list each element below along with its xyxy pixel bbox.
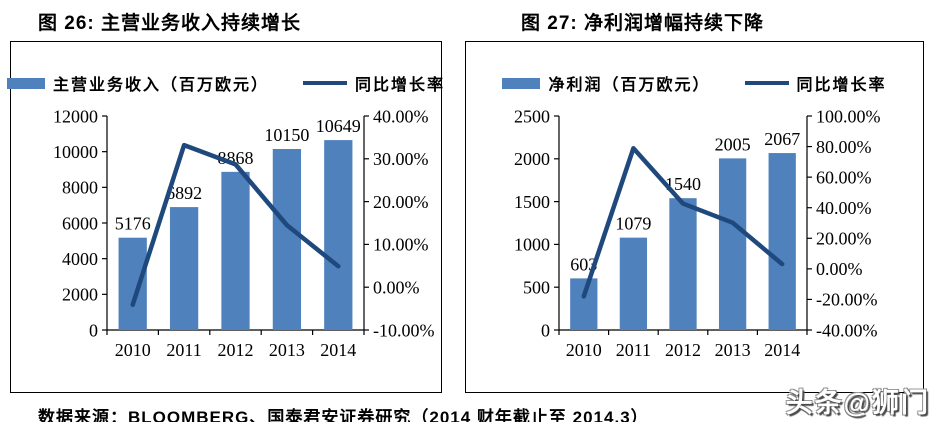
bar-value-label: 1540 bbox=[665, 174, 701, 194]
chart-27-title: 图 27: 净利润增幅持续下降 bbox=[521, 13, 765, 34]
bar bbox=[221, 171, 250, 330]
left-axis-tick-label: 10000 bbox=[53, 142, 98, 162]
right-axis-tick-label: -10.00% bbox=[373, 320, 435, 340]
right-axis-tick-label: 40.00% bbox=[373, 106, 429, 126]
bar-value-label: 5176 bbox=[115, 214, 151, 234]
bar-value-label: 2067 bbox=[764, 129, 800, 149]
legend-item-netprofit: 净利润（百万欧元） bbox=[502, 71, 710, 95]
right-axis-tick-label: 20.00% bbox=[816, 229, 872, 249]
x-axis-category-label: 2014 bbox=[764, 340, 800, 360]
line-swatch-icon bbox=[744, 81, 789, 85]
bar bbox=[118, 237, 147, 330]
chart-27-legend: 净利润（百万欧元） 同比增长率 bbox=[466, 42, 923, 100]
bar bbox=[619, 237, 648, 330]
bar-swatch-icon bbox=[502, 77, 541, 89]
x-axis-category-label: 2014 bbox=[320, 340, 356, 360]
bar bbox=[669, 198, 697, 330]
left-axis-tick-label: 1000 bbox=[514, 235, 550, 255]
legend-label-revenue: 主营业务收入（百万欧元） bbox=[52, 77, 269, 94]
growth-rate-line bbox=[130, 142, 341, 307]
data-source-note: 数据来源：BLOOMBERG、国泰君安证券研究（2014 财年截止至 2014.… bbox=[38, 408, 649, 422]
chart-27-panel: 净利润（百万欧元） 同比增长率 0 500 1000 1500 2000 2500 -40.… bbox=[465, 41, 924, 393]
left-axis-tick-label: 500 bbox=[523, 278, 550, 298]
left-axis-tick-label: 1500 bbox=[514, 192, 550, 212]
x-axis-category-label: 2011 bbox=[616, 340, 651, 360]
right-axis-tick-label: 80.00% bbox=[816, 137, 872, 157]
left-axis-tick-label: 0 bbox=[541, 320, 550, 340]
titles-row: 图 26: 主营业务收入持续增长 图 27: 净利润增幅持续下降 bbox=[0, 0, 934, 41]
bar bbox=[169, 207, 199, 330]
legend-item-growth: 同比增长率 bbox=[744, 71, 887, 95]
bar-swatch-icon bbox=[6, 77, 45, 89]
left-axis-tick-label: 2500 bbox=[514, 106, 550, 126]
panels-row: 主营业务收入（百万欧元） 同比增长率 0 2000 4000 6000 8000 1000… bbox=[0, 41, 934, 393]
x-axis-category-label: 2010 bbox=[115, 340, 151, 360]
chart-26-plot: 0 2000 4000 6000 8000 10000 12000 -10.00% 0.00% 1… bbox=[53, 106, 435, 360]
left-axis-tick-label: 0 bbox=[89, 320, 98, 340]
growth-rate-line bbox=[581, 146, 785, 299]
x-axis-category-label: 2013 bbox=[715, 340, 751, 360]
bar bbox=[272, 148, 302, 330]
x-axis-category-label: 2010 bbox=[566, 340, 602, 360]
right-axis-tick-label: 60.00% bbox=[816, 167, 872, 187]
bar-value-label: 2005 bbox=[715, 134, 751, 154]
right-axis-tick-label: 0.00% bbox=[373, 278, 420, 298]
bar-value-label: 10150 bbox=[264, 125, 309, 145]
chart-26-legend: 主营业务收入（百万欧元） 同比增长率 bbox=[6, 42, 443, 100]
left-axis-tick-label: 2000 bbox=[514, 149, 550, 169]
line-swatch-icon bbox=[303, 81, 347, 85]
x-axis-category-label: 2012 bbox=[218, 340, 254, 360]
bar bbox=[718, 158, 747, 330]
bar-value-label: 1079 bbox=[615, 214, 651, 234]
left-axis-tick-label: 12000 bbox=[53, 106, 98, 126]
legend-item-revenue: 主营业务收入（百万欧元） bbox=[6, 71, 269, 95]
right-axis-tick-label: -20.00% bbox=[816, 290, 878, 310]
right-axis-tick-label: 30.00% bbox=[373, 149, 429, 169]
legend-label-netprofit: 净利润（百万欧元） bbox=[548, 77, 711, 94]
right-axis-tick-label: -40.00% bbox=[816, 320, 878, 340]
right-axis-tick-label: 0.00% bbox=[816, 259, 863, 279]
left-axis-tick-label: 4000 bbox=[62, 249, 98, 269]
bar-value-label: 10649 bbox=[316, 116, 361, 136]
bar bbox=[570, 278, 598, 330]
right-axis-tick-label: 40.00% bbox=[816, 198, 872, 218]
legend-label-growth: 同比增长率 bbox=[355, 77, 446, 94]
bar bbox=[324, 140, 353, 330]
left-axis-tick-label: 8000 bbox=[62, 178, 98, 198]
x-axis-category-label: 2011 bbox=[166, 340, 201, 360]
chart-27-plot: 0 500 1000 1500 2000 2500 -40.00% -20.00% 0.00% 2… bbox=[514, 106, 881, 360]
right-axis-tick-label: 100.00% bbox=[816, 106, 881, 126]
legend-item-growth: 同比增长率 bbox=[303, 71, 445, 95]
x-axis-category-label: 2013 bbox=[269, 340, 305, 360]
bar bbox=[768, 153, 796, 330]
left-axis-tick-label: 6000 bbox=[62, 213, 98, 233]
legend-label-growth: 同比增长率 bbox=[796, 77, 887, 94]
left-axis-tick-label: 2000 bbox=[62, 285, 98, 305]
bar-value-label: 6892 bbox=[166, 183, 202, 203]
watermark: 头条@狮门 bbox=[785, 388, 930, 418]
right-axis-tick-label: 10.00% bbox=[373, 235, 429, 255]
chart-26-panel: 主营业务收入（百万欧元） 同比增长率 0 2000 4000 6000 8000 1000… bbox=[6, 41, 443, 393]
right-axis-tick-label: 20.00% bbox=[373, 192, 429, 212]
x-axis-category-label: 2012 bbox=[665, 340, 701, 360]
chart-26-title: 图 26: 主营业务收入持续增长 bbox=[38, 13, 302, 34]
